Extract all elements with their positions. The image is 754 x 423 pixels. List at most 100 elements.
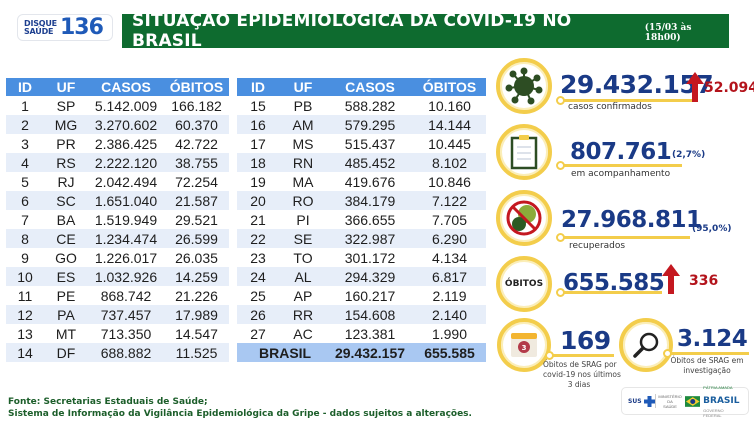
sus-text: SUS [628, 397, 642, 405]
cell-obitos: 60.370 [164, 115, 229, 134]
cell-obitos: 166.182 [164, 96, 229, 115]
srag-recent-label-3: 3 dias [567, 380, 591, 389]
table-row: 27 AC 123.381 1.990 [237, 324, 486, 343]
srag-recent-label-2: covid-19 nos últimos [543, 370, 621, 379]
calendar-icon: 3 [497, 318, 551, 372]
cell-id: 16 [237, 115, 279, 134]
report-date: (15/03 às 18h00) [644, 23, 692, 43]
cell-id: 22 [237, 229, 279, 248]
cell-id: 7 [6, 210, 44, 229]
cell-id: 1 [6, 96, 44, 115]
cell-id: 8 [6, 229, 44, 248]
cell-obitos: 10.445 [413, 134, 486, 153]
cell-casos: 301.172 [327, 248, 413, 267]
cell-casos: 322.987 [327, 229, 413, 248]
cell-casos: 419.676 [327, 172, 413, 191]
cell-uf: SE [279, 229, 327, 248]
cell-casos: 366.655 [327, 210, 413, 229]
srag-investigation-value: 3.124 [677, 326, 748, 352]
increase-arrow-icon [686, 72, 704, 102]
page-title-bar: SITUAÇÃO EPIDEMIOLÓGICA DA COVID-19 NO B… [122, 11, 729, 51]
col-obitos: ÓBITOS [164, 78, 229, 96]
cell-uf: RR [279, 305, 327, 324]
divider-line [548, 354, 614, 357]
cell-id: 17 [237, 134, 279, 153]
cell-casos: 2.386.425 [88, 134, 164, 153]
cell-casos: 294.329 [327, 267, 413, 286]
table-row: 13 MT 713.350 14.547 [6, 324, 229, 343]
cell-id: 18 [237, 153, 279, 172]
cell-casos: 5.142.009 [88, 96, 164, 115]
table-header-row: ID UF CASOS ÓBITOS [237, 78, 486, 96]
srag-recent-value: 169 [560, 326, 611, 355]
divider-line [560, 291, 662, 294]
cell-obitos: 2.119 [413, 286, 486, 305]
total-obitos: 655.585 [413, 343, 486, 362]
cell-obitos: 17.989 [164, 305, 229, 324]
brazil-flag-icon [684, 395, 701, 407]
divider-line [560, 164, 682, 167]
table-row: 5 RJ 2.042.494 72.254 [6, 172, 229, 191]
confirmed-value: 29.432.157 [560, 70, 714, 99]
deaths-delta: 336 [689, 273, 719, 289]
cell-id: 5 [6, 172, 44, 191]
table-row: 4 RS 2.222.120 38.755 [6, 153, 229, 172]
table-row: 20 RO 384.179 7.122 [237, 191, 486, 210]
clipboard-icon [496, 124, 552, 180]
cell-uf: GO [44, 248, 88, 267]
cell-uf: ES [44, 267, 88, 286]
table-row: 3 PR 2.386.425 42.722 [6, 134, 229, 153]
recovered-pct: (95,0%) [692, 224, 732, 234]
sus-logo: SUS [628, 395, 655, 407]
cell-casos: 713.350 [88, 324, 164, 343]
cell-casos: 154.608 [327, 305, 413, 324]
cell-id: 26 [237, 305, 279, 324]
source-footer: Fonte: Secretarias Estaduais de Saúde; S… [8, 396, 472, 420]
table-row: 6 SC 1.651.040 21.587 [6, 191, 229, 210]
col-casos: CASOS [88, 78, 164, 96]
table-row: 17 MS 515.437 10.445 [237, 134, 486, 153]
brasil-logo: PÁTRIA AMADA BRASIL GOVERNO FEDERAL [684, 385, 742, 418]
cell-casos: 688.882 [88, 343, 164, 362]
table-row: 25 AP 160.217 2.119 [237, 286, 486, 305]
cell-id: 10 [6, 267, 44, 286]
ministry-text-1: MINISTÉRIO DA [658, 393, 682, 404]
cell-id: 6 [6, 191, 44, 210]
cell-uf: MT [44, 324, 88, 343]
disque-saude-136-logo: DISQUE SAÚDE 136 [17, 14, 113, 41]
table-row: 12 PA 737.457 17.989 [6, 305, 229, 324]
no-virus-icon [496, 190, 552, 246]
divider-dot [556, 233, 565, 242]
total-row: BRASIL 29.432.157 655.585 [237, 343, 486, 362]
table-row: 22 SE 322.987 6.290 [237, 229, 486, 248]
divider-line [560, 236, 690, 239]
table-row: 1 SP 5.142.009 166.182 [6, 96, 229, 115]
srag-recent-label: Óbitos de SRAG por covid-19 nos últimos … [543, 360, 621, 390]
table-row: 11 PE 868.742 21.226 [6, 286, 229, 305]
cell-uf: AM [279, 115, 327, 134]
calendar-number: 3 [522, 344, 527, 352]
cell-id: 9 [6, 248, 44, 267]
states-table-right-body: 15 PB 588.282 10.160 16 AM 579.295 14.144 17 MS 51… [237, 96, 486, 343]
cell-obitos: 72.254 [164, 172, 229, 191]
cell-casos: 515.437 [327, 134, 413, 153]
cell-obitos: 7.122 [413, 191, 486, 210]
cell-obitos: 1.990 [413, 324, 486, 343]
table-row: 10 ES 1.032.926 14.259 [6, 267, 229, 286]
cell-casos: 579.295 [327, 115, 413, 134]
cell-id: 24 [237, 267, 279, 286]
cell-obitos: 11.525 [164, 343, 229, 362]
logo-number: 136 [59, 15, 104, 40]
srag-investigation-label: Óbitos de SRAG em investigação [670, 356, 744, 376]
cell-uf: AL [279, 267, 327, 286]
cell-uf: PE [44, 286, 88, 305]
cell-casos: 1.519.949 [88, 210, 164, 229]
cell-uf: RS [44, 153, 88, 172]
cell-uf: MA [279, 172, 327, 191]
cell-casos: 3.270.602 [88, 115, 164, 134]
brasil-sub-text: GOVERNO FEDERAL [703, 407, 724, 418]
cell-uf: AC [279, 324, 327, 343]
deaths-badge: ÓBITOS [496, 256, 552, 312]
cell-uf: SC [44, 191, 88, 210]
table-row: 7 BA 1.519.949 29.521 [6, 210, 229, 229]
